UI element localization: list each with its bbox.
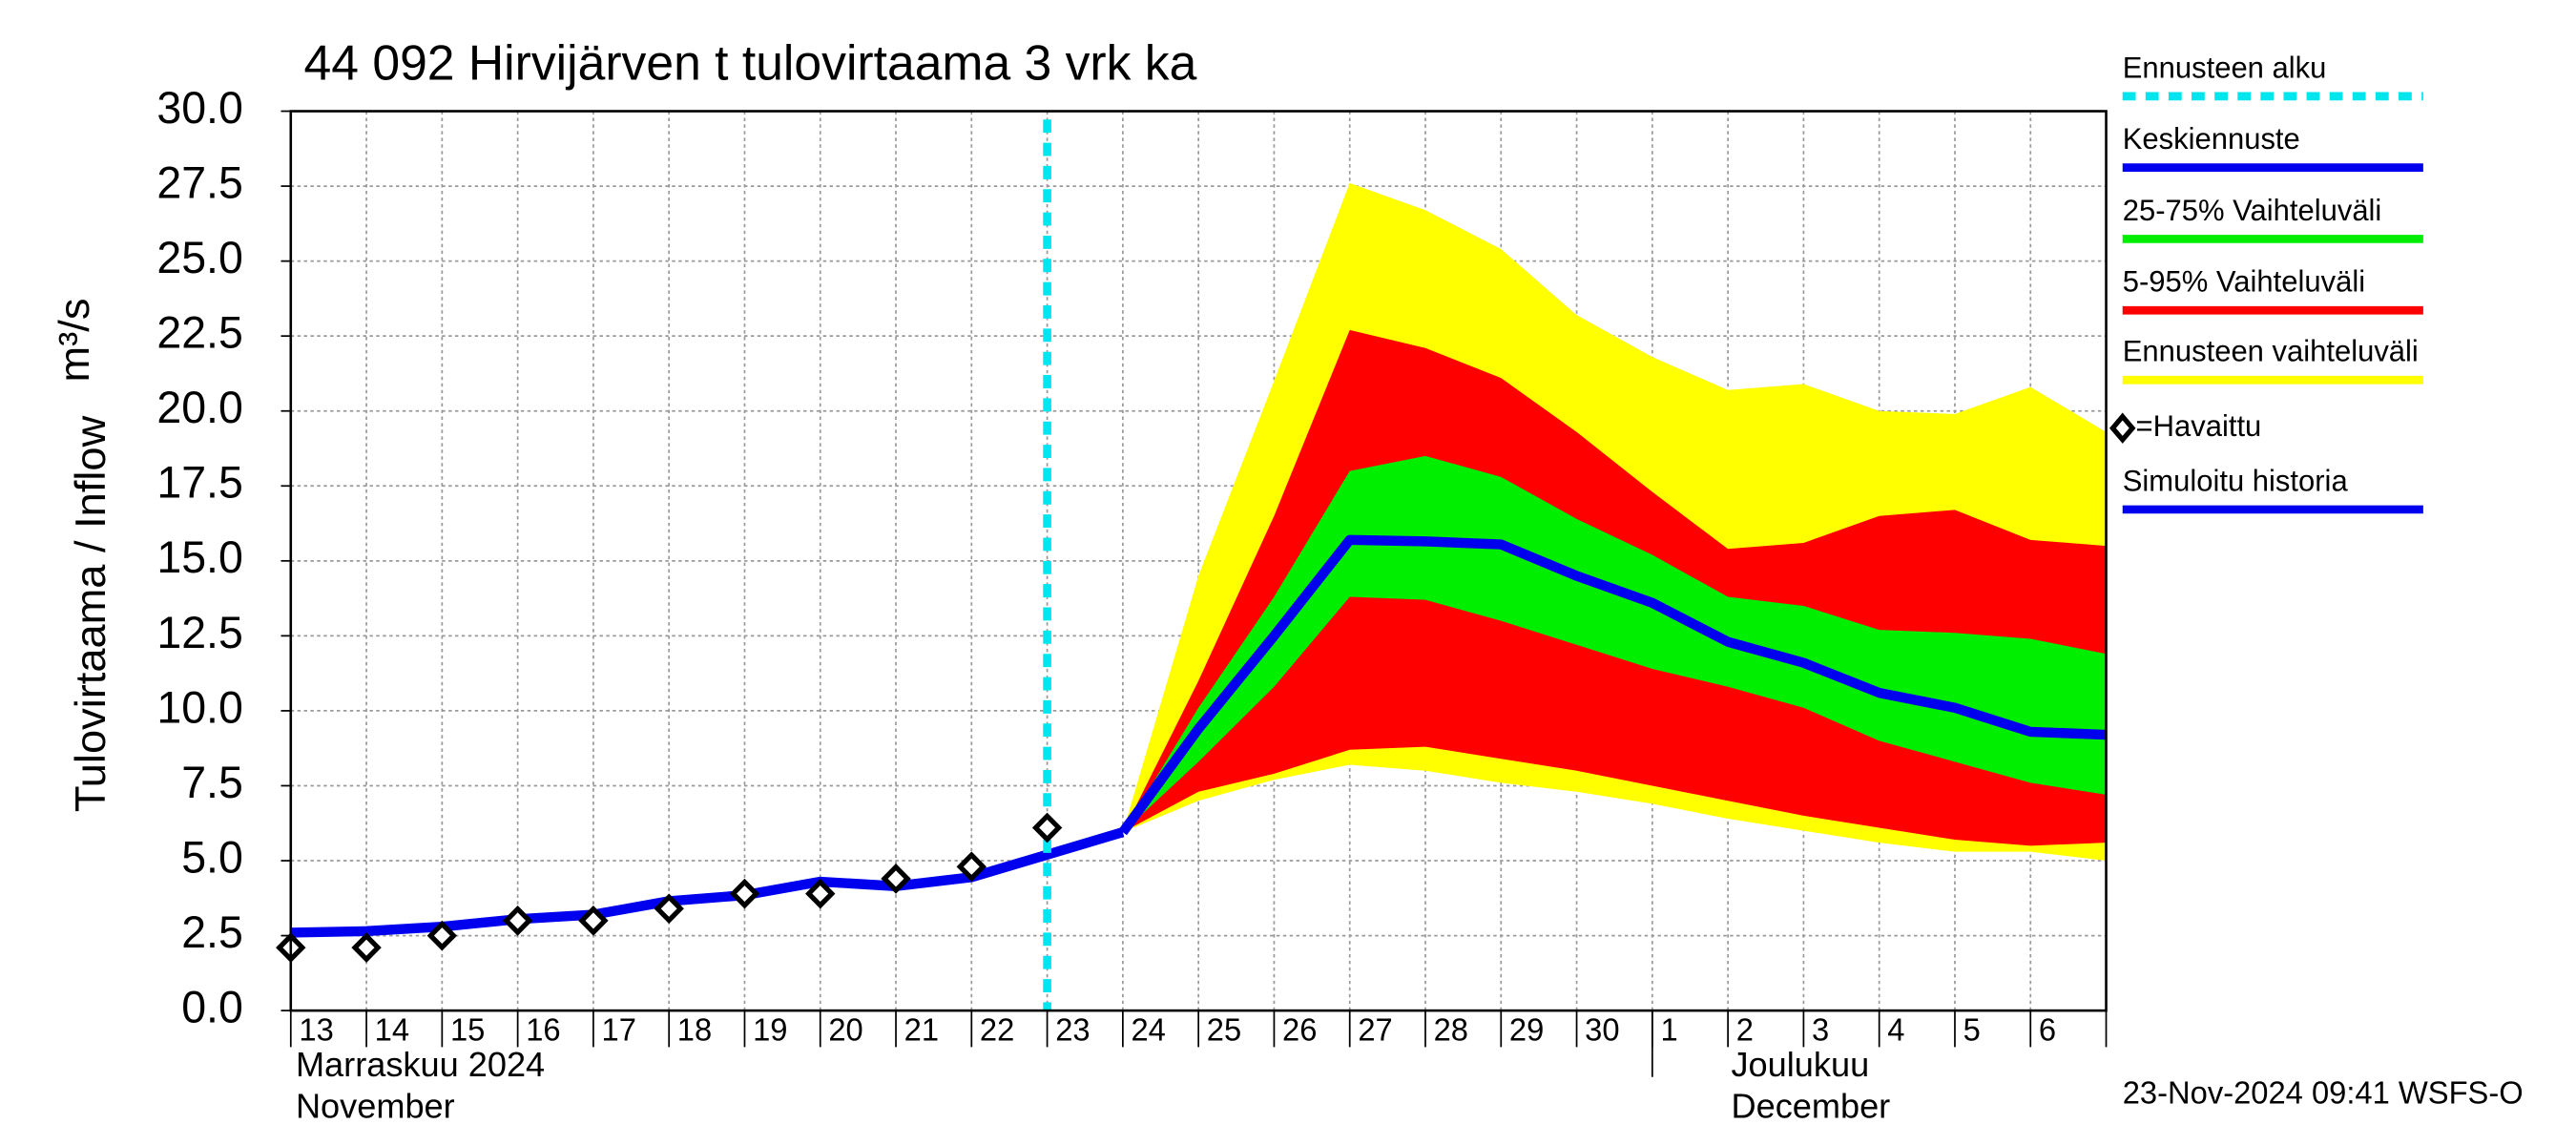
chart-title: 44 092 Hirvijärven t tulovirtaama 3 vrk … <box>304 35 1197 91</box>
legend-label: Simuloitu historia <box>2123 464 2349 497</box>
y-tick-label: 30.0 <box>156 83 242 133</box>
x-tick-label: 25 <box>1207 1011 1241 1047</box>
observed-point <box>881 864 911 894</box>
x-tick-label: 13 <box>299 1011 333 1047</box>
legend-label: 25-75% Vaihteluväli <box>2123 194 2382 227</box>
y-axis-title: Tulovirtaama / Inflow <box>66 415 114 812</box>
x-tick-label: 28 <box>1434 1011 1468 1047</box>
x-tick-label: 27 <box>1358 1011 1392 1047</box>
y-tick-label: 25.0 <box>156 233 242 282</box>
month-label: Marraskuu 2024 <box>296 1045 545 1084</box>
legend-marker <box>2109 412 2136 444</box>
x-tick-label: 26 <box>1282 1011 1317 1047</box>
observed-point <box>351 932 382 964</box>
legend-label: Ennusteen vaihteluväli <box>2123 335 2419 368</box>
legend-label: =Havaittu <box>2136 409 2262 443</box>
legend-label: 5-95% Vaihteluväli <box>2123 265 2365 299</box>
observed-point <box>956 851 987 883</box>
x-tick-label: 30 <box>1585 1011 1619 1047</box>
x-tick-label: 21 <box>904 1011 939 1047</box>
x-tick-label: 3 <box>1812 1011 1829 1047</box>
timestamp: 23-Nov-2024 09:41 WSFS-O <box>2123 1074 2524 1110</box>
y-tick-label: 15.0 <box>156 532 242 582</box>
x-tick-label: 29 <box>1509 1011 1544 1047</box>
legend-label: Keskiennuste <box>2123 122 2300 156</box>
x-tick-label: 15 <box>450 1011 485 1047</box>
x-tick-label: 20 <box>828 1011 862 1047</box>
month-label-en: December <box>1731 1086 1890 1125</box>
series-line <box>290 827 1125 938</box>
observed-point <box>729 878 760 909</box>
y-axis-unit: m³/s <box>50 299 98 383</box>
x-tick-label: 1 <box>1660 1011 1677 1047</box>
y-tick-label: 12.5 <box>156 608 242 657</box>
x-tick-label: 24 <box>1131 1011 1165 1047</box>
legend-label: Ennusteen alku <box>2123 51 2327 84</box>
x-tick-label: 16 <box>526 1011 560 1047</box>
month-label-en: November <box>296 1086 455 1125</box>
month-label: Joulukuu <box>1731 1045 1869 1084</box>
x-tick-label: 6 <box>2039 1011 2056 1047</box>
x-tick-label: 5 <box>1963 1011 1981 1047</box>
y-tick-label: 7.5 <box>181 758 243 807</box>
y-tick-label: 20.0 <box>156 383 242 432</box>
forecast-band <box>1122 455 2107 833</box>
x-tick-label: 2 <box>1736 1011 1754 1047</box>
y-tick-label: 0.0 <box>181 982 243 1031</box>
x-tick-label: 18 <box>677 1011 712 1047</box>
y-tick-label: 10.0 <box>156 682 242 732</box>
y-tick-label: 22.5 <box>156 307 242 357</box>
y-tick-label: 27.5 <box>156 157 242 207</box>
observed-point <box>426 920 458 951</box>
series-line <box>1118 534 2107 836</box>
y-tick-label: 17.5 <box>156 457 242 507</box>
x-tick-label: 22 <box>980 1011 1014 1047</box>
observed-point <box>654 893 684 925</box>
x-tick-label: 14 <box>375 1011 409 1047</box>
plot-frame <box>289 110 2108 1012</box>
x-tick-label: 17 <box>602 1011 636 1047</box>
observed-point <box>805 878 836 909</box>
observed-point <box>502 906 533 936</box>
observed-point <box>1031 812 1063 843</box>
y-tick-label: 2.5 <box>181 907 243 957</box>
y-tick-label: 5.0 <box>181 832 243 882</box>
x-tick-label: 4 <box>1887 1011 1904 1047</box>
x-tick-label: 19 <box>753 1011 787 1047</box>
observed-point <box>578 906 609 936</box>
x-tick-label: 23 <box>1055 1011 1090 1047</box>
